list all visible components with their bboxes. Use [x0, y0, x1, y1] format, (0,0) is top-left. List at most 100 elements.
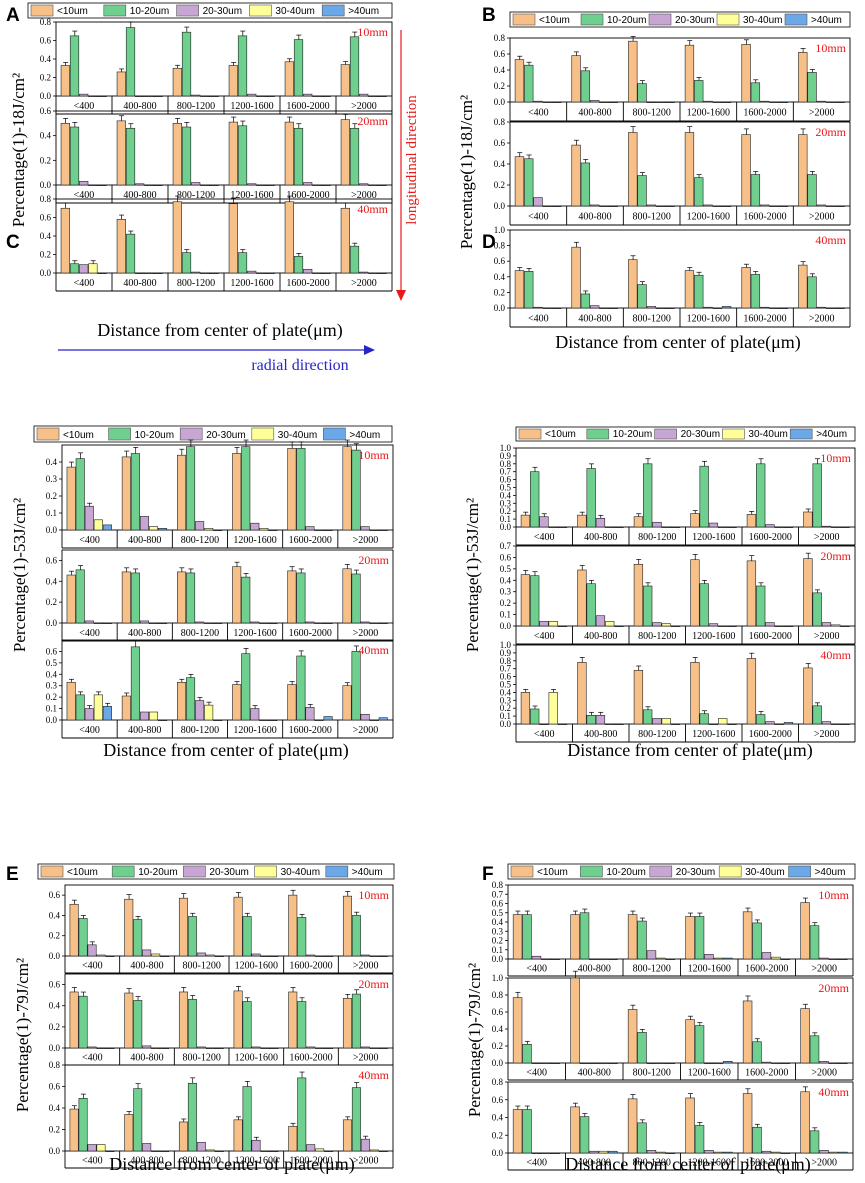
- y-tick-label: 0.8: [494, 241, 506, 251]
- category-label: 400-800: [584, 532, 617, 543]
- bar-20-30um-lt400: [533, 306, 543, 309]
- bar-10-20um-gt2000: [812, 705, 822, 725]
- bar-lt10um-800-1200: [633, 669, 644, 725]
- bar-20-30um-gt2000: [359, 183, 369, 186]
- bar-gt40um-400-800: [160, 1150, 170, 1152]
- bar-lt10um-lt400: [520, 514, 531, 528]
- bar-20-30um-lt400: [87, 944, 97, 957]
- bar-lt10um-lt400: [514, 156, 525, 207]
- distance-label: 40mm: [815, 233, 846, 247]
- bar-10-20um-400-800: [580, 293, 591, 309]
- bar-30-40um-lt400: [88, 184, 98, 186]
- bar-30-40um-800-1200: [200, 184, 210, 186]
- category-label: 1200-1600: [687, 212, 730, 223]
- y-tick-label: 0.4: [500, 575, 512, 585]
- bar-20-30um-1200-1600: [704, 1150, 714, 1154]
- bar-20-30um-1200-1600: [250, 621, 260, 624]
- panel-d: D<10um 10-20um 20-30um 30-40um >40um0.00.10.…: [463, 232, 856, 761]
- bar-10-20um-400-800: [130, 453, 140, 531]
- category-label: 1200-1600: [687, 314, 730, 325]
- legend-swatch-gt40um: [789, 428, 813, 440]
- category-label: >2000: [353, 535, 379, 546]
- bar-lt10um-1200-1600: [685, 1097, 695, 1154]
- bar-20-30um-800-1200: [646, 204, 657, 207]
- bar-10-20um-400-800: [580, 70, 591, 103]
- bar-10-20um-lt400: [78, 995, 88, 1049]
- bar-gt40um-1200-1600: [268, 529, 278, 531]
- bar-20-30um-gt2000: [821, 622, 832, 627]
- bar-20-30um-400-800: [589, 1150, 599, 1154]
- bar-20-30um-1600-2000: [306, 954, 316, 957]
- category-label: 1600-2000: [749, 631, 792, 642]
- bar-30-40um-400-800: [144, 95, 154, 97]
- distance-label: 40mm: [357, 202, 388, 216]
- bar-30-40um-gt2000: [368, 184, 378, 186]
- y-tick-label: 0.2: [500, 506, 511, 516]
- bar-30-40um-lt400: [93, 622, 103, 624]
- y-tick-label: 0.6: [49, 980, 61, 990]
- bar-20-30um-1600-2000: [760, 306, 770, 309]
- bar-gt40um-lt400: [557, 526, 568, 528]
- bar-30-40um-lt400: [542, 307, 552, 309]
- bar-lt10um-1200-1600: [233, 990, 243, 1049]
- bar-lt10um-1200-1600: [685, 1019, 695, 1064]
- bar-gt40um-gt2000: [838, 1151, 848, 1154]
- bar-10-20um-1200-1600: [237, 125, 248, 186]
- legend-label-lt10um: <10um: [537, 867, 568, 878]
- bar-lt10um-gt2000: [800, 902, 810, 960]
- bar-10-20um-800-1200: [181, 126, 192, 186]
- distance-label: 10mm: [358, 888, 389, 902]
- bar-lt10um-800-1200: [172, 201, 182, 274]
- panel-f: F <10um 10-20um 20-30um 30-40um >40um0.00.10.…: [465, 863, 856, 1175]
- legend-swatch-lt10um: [36, 427, 60, 441]
- bar-30-40um-1200-1600: [718, 625, 728, 627]
- bar-20-30um-400-800: [139, 620, 149, 624]
- legend: <10um 10-20um 20-30um 30-40um >40um: [507, 863, 856, 880]
- bar-gt40um-400-800: [158, 527, 168, 531]
- bar-10-20um-gt2000: [349, 36, 360, 97]
- bar-30-40um-gt2000: [831, 723, 841, 725]
- bar-30-40um-800-1200: [205, 1047, 215, 1049]
- bar-10-20um-1600-2000: [297, 1001, 307, 1049]
- legend-swatch-10-20um: [580, 13, 604, 26]
- y-tick-label: 0.8: [500, 459, 512, 469]
- bar-20-30um-1600-2000: [761, 1061, 772, 1064]
- category-label: 400-800: [128, 628, 161, 639]
- bar-10-20um-800-1200: [637, 1122, 647, 1154]
- category-label: 1200-1600: [688, 1068, 731, 1079]
- bar-20-30um-lt400: [84, 505, 94, 531]
- y-tick-label: 0.2: [40, 250, 51, 260]
- legend-swatch-10-20um: [580, 865, 603, 878]
- category-label: 400-800: [578, 212, 611, 223]
- bar-20-30um-lt400: [79, 93, 89, 97]
- y-tick-label: 0.5: [500, 680, 512, 690]
- bar-30-40um-gt2000: [831, 624, 841, 627]
- bar-20-30um-400-800: [589, 1062, 599, 1064]
- bar-30-40um-lt400: [548, 526, 558, 528]
- y-tick-label: 0.9: [500, 451, 512, 461]
- y-tick-label: 0.7: [500, 467, 512, 477]
- bar-10-20um-gt2000: [812, 592, 822, 627]
- bar-30-40um-1600-2000: [315, 955, 325, 957]
- bar-gt40um-gt2000: [835, 307, 845, 309]
- category-label: 1600-2000: [289, 961, 332, 972]
- bar-20-30um-gt2000: [360, 526, 370, 531]
- category-label: 1200-1600: [233, 628, 276, 639]
- bar-gt40um-gt2000: [840, 526, 850, 528]
- bar-10-20um-lt400: [524, 271, 534, 309]
- category-label: <400: [82, 1156, 103, 1167]
- bar-gt40um-lt400: [550, 1062, 561, 1064]
- bar-10-20um-400-800: [133, 1088, 143, 1152]
- category-label: 400-800: [128, 535, 161, 546]
- y-tick-label: 1.0: [492, 973, 504, 983]
- bar-10-20um-gt2000: [351, 573, 361, 624]
- category-label: 1200-1600: [692, 631, 735, 642]
- bar-30-40um-400-800: [605, 723, 615, 725]
- bar-lt10um-1600-2000: [284, 201, 294, 274]
- y-tick-label: 0.4: [40, 54, 52, 64]
- bar-20-30um-1200-1600: [703, 100, 713, 103]
- y-tick-label: 0.6: [492, 1095, 504, 1105]
- category-label: <400: [528, 108, 549, 119]
- bar-gt40um-gt2000: [840, 723, 850, 725]
